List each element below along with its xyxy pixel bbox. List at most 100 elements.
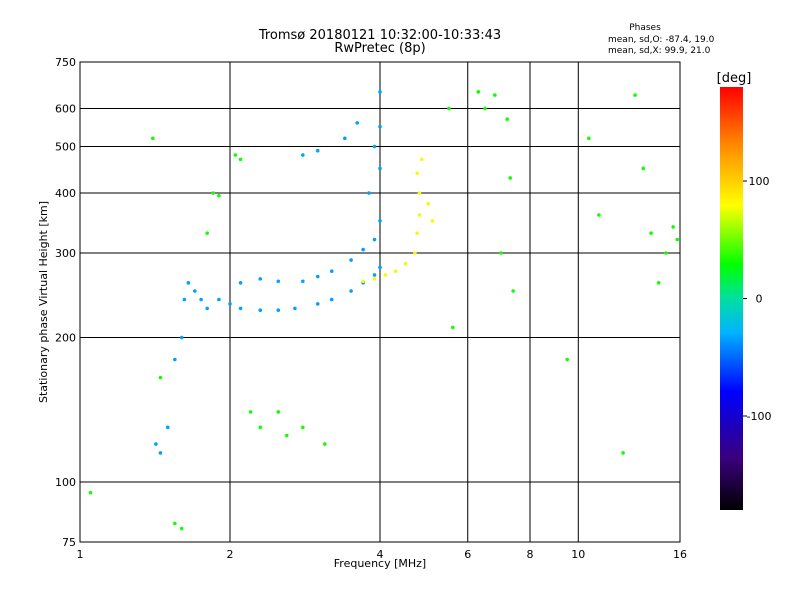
y-tick-label: 200 [55,332,76,345]
data-point [447,106,451,111]
data-point [329,297,334,302]
data-point [671,225,675,229]
data-point [238,281,243,285]
data-point [403,261,408,266]
data-point [415,171,419,175]
y-tick-label: 75 [62,536,76,549]
data-point [476,90,481,94]
data-point [511,289,515,293]
x-tick-label: 4 [377,548,384,561]
data-point [505,117,509,122]
data-point [378,265,382,270]
data-point [419,157,424,162]
data-point [417,213,422,217]
y-ticks: 75 100 200 300 400 500 600 750 [55,56,76,549]
data-point [301,279,305,284]
data-point [276,308,281,313]
data-point [430,219,435,223]
data-point [205,231,209,235]
data-point [383,273,388,277]
colorbar-label: [deg] [717,71,752,86]
y-tick-label: 500 [55,141,76,154]
colorbar-tick-label: -100 [747,410,772,423]
data-point [158,451,163,455]
data-point [649,231,653,235]
chart-subtitle: RwPretec (8p) [334,41,425,56]
data-point [211,191,215,195]
data-point [173,521,177,526]
data-point [587,136,591,141]
data-point [276,410,281,414]
plot-frame [79,61,681,543]
data-point [349,258,353,262]
data-point [378,124,382,129]
data-point [154,442,158,446]
data-point [88,490,93,495]
data-point [378,219,382,223]
data-point [664,251,668,255]
x-tick-label: 10 [571,548,585,561]
data-point [372,144,377,149]
data-point [193,289,197,293]
data-point [367,191,371,195]
data-point [417,191,422,195]
data-point [565,357,569,362]
chart-title: Tromsø 20180121 10:32:00-10:33:43 [258,28,501,43]
data-point [315,302,320,306]
phase-mean-x: mean, sd,X: 99.9, 21.0 [608,46,711,56]
data-point [675,237,680,242]
data-point [372,237,377,242]
data-point [179,335,184,340]
x-tick-label: 16 [673,548,687,561]
y-tick-label: 100 [55,476,76,489]
data-point [378,166,382,171]
data-point [499,251,503,255]
data-point [415,231,419,235]
data-point [621,451,625,455]
data-point [372,273,377,277]
data-point [349,289,353,293]
data-points [88,90,680,531]
x-tick-label: 2 [227,548,234,561]
data-point [258,308,263,313]
data-point [284,433,289,438]
data-point [426,201,431,206]
data-point [205,306,209,311]
data-point [233,153,238,157]
colorbar [720,87,743,510]
data-point [165,425,170,430]
x-tick-label: 8 [527,548,534,561]
data-point [597,213,601,217]
data-point [323,442,327,446]
data-point [258,277,263,281]
x-axis-label: Frequency [MHz] [334,557,426,570]
data-point [276,279,281,284]
data-point [413,251,417,255]
x-ticks: 1 2 4 6 8 10 16 [77,548,688,561]
phase-mean-o: mean, sd,O: -87.4, 19.0 [608,35,715,45]
data-point [182,297,187,302]
data-point [293,306,297,311]
data-point [258,425,263,430]
data-point [179,526,184,531]
data-point [301,425,305,430]
data-point [329,269,334,273]
data-point [343,136,347,141]
y-tick-label: 750 [55,56,76,69]
data-point [151,136,155,141]
data-point [217,297,221,302]
data-point [315,274,320,279]
data-point [641,166,646,171]
data-point [217,193,221,198]
data-point [633,93,637,97]
grid-lines [79,61,681,543]
y-axis-label: Stationary phase Virtual Height [km] [37,201,50,403]
x-tick-label: 1 [77,548,84,561]
data-point [301,153,305,157]
data-point [361,279,365,284]
data-point [238,157,243,162]
y-tick-label: 300 [55,247,76,260]
data-point [483,106,487,111]
data-point [238,306,243,311]
colorbar-tick-label: 0 [756,293,763,306]
